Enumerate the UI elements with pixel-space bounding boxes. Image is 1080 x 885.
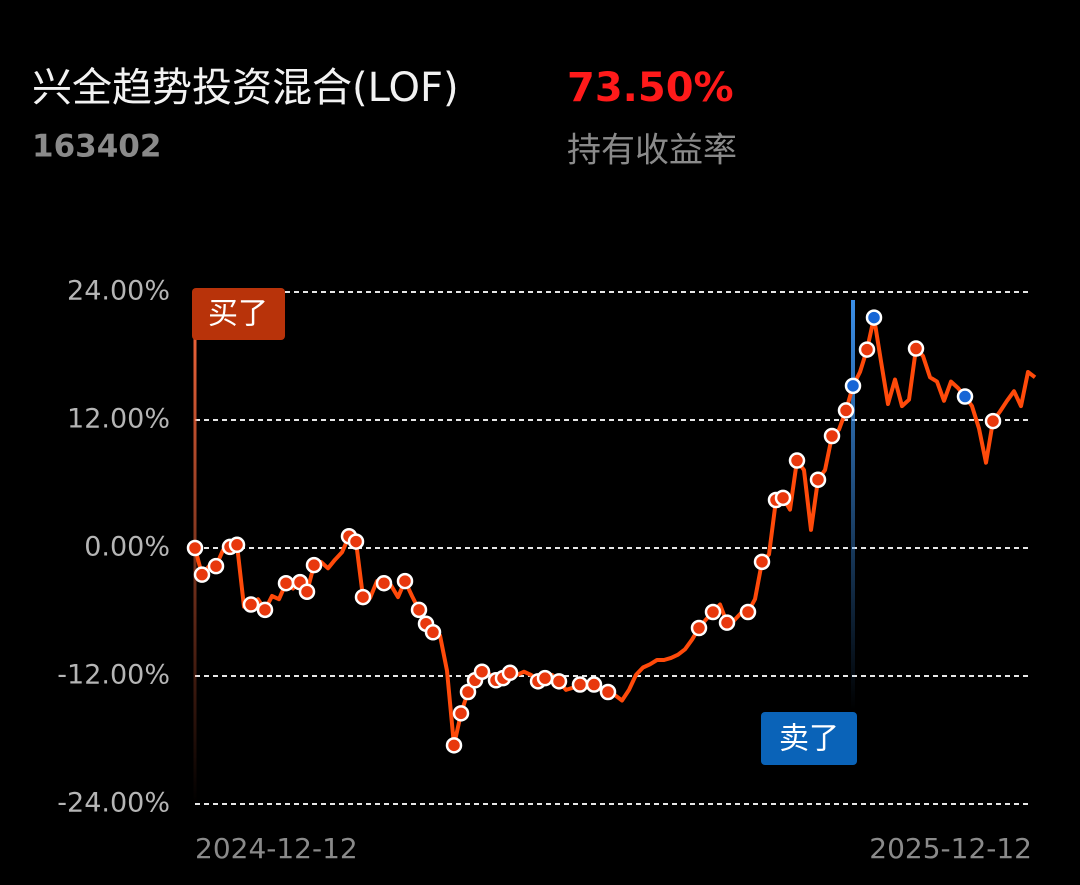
buy-point <box>984 412 1002 430</box>
buy-point <box>690 619 708 637</box>
buy-point <box>585 676 603 693</box>
fund-code: 163402 <box>32 129 161 165</box>
buy-point <box>452 705 470 722</box>
buy-point <box>536 669 554 687</box>
fund-title: 兴全趋势投资混合(LOF) <box>32 65 459 111</box>
buy-point <box>774 489 792 507</box>
sell-point <box>844 377 862 395</box>
buy-point <box>739 603 757 621</box>
buy-point <box>207 557 225 575</box>
buy-point <box>571 676 589 693</box>
sell-label-box <box>761 712 857 765</box>
buy-point <box>823 427 841 445</box>
sell-point <box>865 309 883 326</box>
buy-point <box>186 539 204 557</box>
y-tick-label: -12.00% <box>57 660 170 691</box>
buy-label: 买了 <box>208 297 268 332</box>
sell-line <box>851 300 855 710</box>
buy-point <box>256 601 274 619</box>
buy-point <box>277 574 295 592</box>
buy-point <box>704 603 722 621</box>
buy-point <box>459 683 477 701</box>
y-tick-label: 24.00% <box>67 276 170 307</box>
buy-point <box>396 572 414 590</box>
y-tick-label: -24.00% <box>57 788 170 819</box>
buy-point <box>718 614 736 631</box>
buy-point <box>837 402 855 419</box>
y-tick-label: 12.00% <box>67 404 170 435</box>
buy-point <box>550 673 568 690</box>
return-label: 持有收益率 <box>567 131 737 171</box>
x-tick-label: 2025-12-12 <box>869 832 1032 865</box>
buy-point <box>445 737 463 754</box>
buy-point <box>305 556 323 574</box>
buy-point <box>298 583 316 600</box>
sell-label: 卖了 <box>779 722 839 757</box>
buy-point <box>809 471 827 488</box>
buy-point <box>347 533 365 550</box>
buy-point <box>193 566 211 583</box>
buy-point <box>424 624 442 641</box>
buy-point <box>501 664 519 682</box>
x-tick-label: 2024-12-12 <box>195 832 358 865</box>
buy-point <box>354 588 372 606</box>
buy-point <box>473 663 491 680</box>
buy-point <box>242 596 260 613</box>
buy-point <box>788 452 806 469</box>
buy-point <box>599 683 617 701</box>
y-tick-label: 0.00% <box>84 532 170 563</box>
buy-point <box>228 536 246 554</box>
buy-point <box>753 553 771 571</box>
buy-point <box>410 601 428 619</box>
return-value: 73.50% <box>567 65 734 111</box>
buy-point <box>375 574 393 592</box>
buy-point <box>907 340 925 357</box>
buy-label-box <box>192 288 285 340</box>
sell-point <box>956 388 974 405</box>
buy-point <box>858 341 876 358</box>
